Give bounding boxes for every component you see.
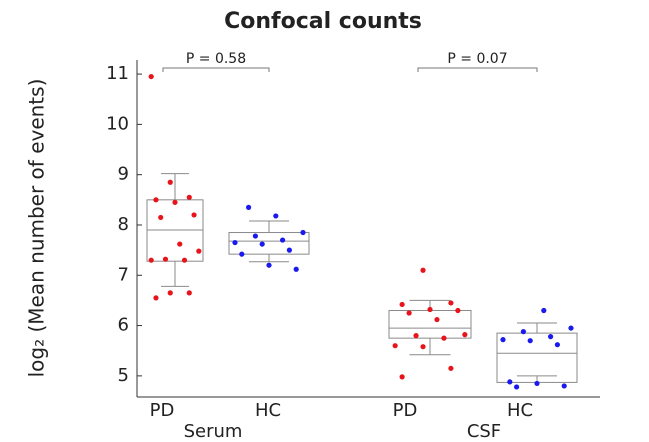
data-point: [252, 233, 258, 239]
y-tick-label: 11: [106, 63, 129, 84]
p-value: P = 0.58: [186, 51, 246, 67]
data-point: [548, 334, 554, 340]
y-tick-label: 8: [118, 214, 129, 235]
data-point: [561, 383, 567, 389]
data-point: [413, 333, 419, 339]
data-point: [266, 262, 272, 268]
y-tick-label: 6: [118, 315, 129, 336]
data-point: [196, 248, 202, 254]
data-point: [177, 241, 183, 247]
data-point: [232, 239, 238, 246]
data-point: [392, 343, 398, 349]
data-point: [172, 199, 178, 205]
data-point: [541, 307, 547, 314]
data-point: [148, 257, 154, 263]
x-tick-label: HC: [255, 400, 281, 421]
data-point: [399, 301, 405, 308]
data-point: [186, 194, 192, 200]
data-point: [554, 342, 561, 348]
data-point: [293, 266, 299, 272]
x-tick-label: HC: [507, 400, 533, 421]
data-point: [153, 295, 159, 301]
data-point: [153, 197, 159, 203]
data-point: [527, 338, 533, 344]
data-point: [286, 247, 292, 253]
data-point: [300, 229, 306, 236]
data-point: [568, 325, 574, 331]
data-point: [259, 241, 265, 247]
data-point: [462, 332, 468, 338]
data-point: [186, 290, 192, 296]
y-tick-label: 9: [118, 164, 129, 185]
x-tick-label: PD: [150, 400, 175, 421]
y-tick-label: 10: [106, 113, 129, 134]
data-point: [181, 257, 188, 263]
data-point: [191, 212, 197, 218]
data-point: [420, 267, 426, 273]
p-value: P = 0.07: [447, 51, 507, 67]
data-point: [420, 344, 426, 350]
data-point: [448, 365, 454, 371]
data-point: [448, 300, 454, 306]
data-point: [246, 204, 252, 210]
data-point: [167, 290, 173, 296]
data-point: [167, 179, 173, 185]
y-tick-label: 5: [118, 365, 129, 386]
chart-title: Confocal counts: [224, 9, 422, 34]
data-point: [239, 251, 245, 257]
data-point: [162, 256, 169, 262]
significance-bracket: [417, 67, 538, 72]
data-point: [534, 380, 540, 387]
data-point: [434, 316, 440, 323]
group-label: CSF: [467, 421, 501, 442]
y-axis-label: log₂ (Mean number of events): [25, 79, 49, 378]
significance-bracket: [162, 67, 270, 72]
x-tick-label: PD: [393, 400, 418, 421]
data-point: [441, 335, 447, 341]
data-point: [507, 379, 513, 385]
box: [228, 232, 310, 255]
data-point: [280, 237, 286, 243]
box: [146, 199, 204, 262]
group-label: Serum: [184, 421, 243, 442]
y-tick-label: 7: [118, 264, 129, 285]
data-point: [455, 307, 461, 314]
data-point: [514, 384, 520, 390]
data-point: [399, 374, 405, 380]
data-point: [406, 310, 412, 316]
data-point: [500, 337, 506, 343]
box: [388, 309, 472, 339]
data-point: [520, 329, 527, 335]
data-point: [427, 306, 433, 313]
box: [496, 332, 578, 383]
data-point: [148, 73, 154, 80]
data-point: [273, 213, 279, 219]
data-point: [158, 214, 164, 221]
